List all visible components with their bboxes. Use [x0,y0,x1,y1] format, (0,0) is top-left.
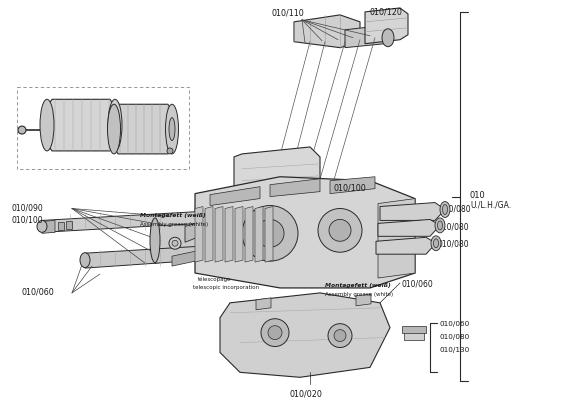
Ellipse shape [440,202,450,218]
Polygon shape [256,298,271,310]
Polygon shape [235,206,243,262]
Ellipse shape [433,239,438,248]
Text: 010/080: 010/080 [438,222,470,232]
Polygon shape [270,179,320,196]
Ellipse shape [382,29,394,47]
Polygon shape [215,206,223,262]
Text: 010/080: 010/080 [439,334,470,340]
Polygon shape [255,206,263,262]
Text: Assembly grease (white): Assembly grease (white) [140,222,208,228]
Ellipse shape [150,218,160,263]
Bar [17,87,189,169]
Text: 010/090: 010/090 [12,204,44,212]
Ellipse shape [437,221,442,230]
Ellipse shape [107,104,120,154]
Bar [112,119,122,131]
Text: Assembly grease (white): Assembly grease (white) [325,292,393,297]
Text: 010/080: 010/080 [440,204,472,214]
Polygon shape [85,246,200,268]
Polygon shape [155,214,200,263]
Ellipse shape [431,236,441,251]
Circle shape [261,319,289,346]
Text: 010: 010 [470,191,486,200]
Polygon shape [205,206,213,262]
Text: 010/060: 010/060 [22,288,55,297]
Ellipse shape [108,99,122,151]
Polygon shape [172,250,200,266]
Circle shape [256,220,284,247]
Polygon shape [378,198,415,278]
Polygon shape [234,147,320,204]
Text: Montagefett (weiß): Montagefett (weiß) [140,214,206,218]
Circle shape [242,206,298,261]
Text: télescopage: télescopage [198,276,232,282]
Ellipse shape [166,104,179,154]
Bar [58,222,64,230]
Circle shape [268,326,282,340]
Polygon shape [245,206,253,262]
Polygon shape [210,187,260,206]
Ellipse shape [169,118,175,140]
Bar [66,222,72,229]
Polygon shape [47,99,115,151]
Polygon shape [220,293,390,377]
Text: 010/130: 010/130 [439,346,470,352]
Polygon shape [195,177,415,288]
Polygon shape [185,222,200,242]
Circle shape [329,220,351,241]
Text: Montagefett (weiß): Montagefett (weiß) [325,283,391,288]
Polygon shape [330,177,375,194]
Ellipse shape [80,253,90,268]
Polygon shape [294,15,360,48]
Text: 010/060: 010/060 [439,321,470,327]
Polygon shape [376,237,436,254]
Text: 010/060: 010/060 [402,280,434,289]
Circle shape [328,324,352,348]
Text: 010/120: 010/120 [369,8,402,17]
Polygon shape [378,220,440,236]
Ellipse shape [442,204,447,214]
Circle shape [167,148,173,154]
Polygon shape [225,206,233,262]
Ellipse shape [40,99,54,151]
Bar [404,332,424,340]
Polygon shape [380,202,445,220]
Text: telescopic incorporation: telescopic incorporation [193,285,259,290]
Ellipse shape [169,237,181,249]
Circle shape [318,208,362,252]
Text: 010/100: 010/100 [12,216,44,224]
Polygon shape [345,26,388,48]
Polygon shape [365,8,408,44]
Text: 010/100: 010/100 [333,184,366,193]
Polygon shape [42,212,200,232]
Ellipse shape [172,240,178,246]
Polygon shape [356,294,371,306]
Text: 010/110: 010/110 [272,9,305,18]
Polygon shape [42,220,55,233]
Text: U./L.H./GA.: U./L.H./GA. [470,200,511,210]
Polygon shape [114,104,172,154]
Ellipse shape [37,220,47,232]
Circle shape [334,330,346,342]
Bar [402,326,426,333]
Text: 010/020: 010/020 [290,389,323,398]
Polygon shape [265,206,273,262]
Text: 010/080: 010/080 [437,239,468,248]
Circle shape [18,126,26,134]
Ellipse shape [435,218,445,233]
Polygon shape [195,206,203,262]
